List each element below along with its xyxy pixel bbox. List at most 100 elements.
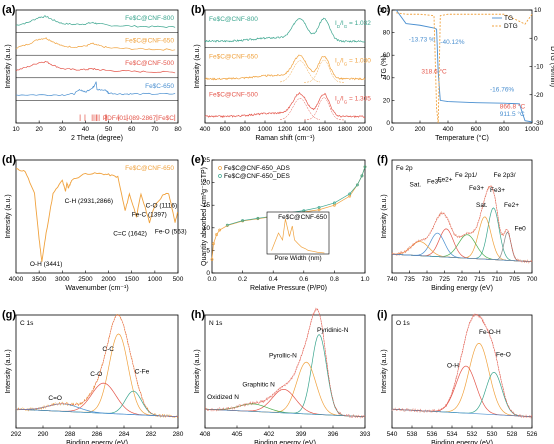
legend-entry: Fe$C@CNF-650 xyxy=(125,165,174,172)
annotation: Fe-C (1397) xyxy=(132,212,167,219)
panel-h: (h) 408 405 402 399 396 393 Binding energy (eV)… xyxy=(191,307,371,444)
x-tick-label: 540 xyxy=(387,431,398,438)
x-tick-label: 20 xyxy=(36,126,44,133)
ratio-sub2: G xyxy=(344,24,348,29)
y-axis-label: Intensity (a.u.) xyxy=(194,349,201,393)
ratio-den: /I xyxy=(340,95,344,102)
annotation: Graphitic N xyxy=(242,382,275,389)
ratio-sub: D xyxy=(337,24,341,29)
annotation: C-Fe xyxy=(135,368,150,375)
x-tick-label: 400 xyxy=(200,126,211,133)
panel-label: (i) xyxy=(377,309,388,321)
x-tick-label: 530 xyxy=(487,431,498,438)
x-tick-label: 500 xyxy=(173,276,184,283)
x-axis-label: Relative Pressure (P/P0) xyxy=(250,285,327,292)
x-tick-label: 1500 xyxy=(124,276,139,283)
inset-frame xyxy=(266,211,330,255)
x-axis-label: 2 Theta (degree) xyxy=(71,135,123,142)
panel-label: (b) xyxy=(191,4,205,16)
fit-component xyxy=(204,334,366,418)
x-tick-label: 200 xyxy=(415,126,426,133)
legend-entry: Fe$C@CNF-500 xyxy=(209,91,258,98)
x-tick-label: 800 xyxy=(499,126,510,133)
x-tick-label: 735 xyxy=(404,276,415,283)
raw-data xyxy=(391,312,533,420)
annotation: Fe 2p3/ xyxy=(494,172,516,179)
envelope xyxy=(204,308,366,417)
y-right-tick-label: -10 xyxy=(534,64,544,71)
y-axis-label: Intensity (a.u.) xyxy=(194,44,201,88)
x-tick-label: 280 xyxy=(173,431,184,438)
data-point xyxy=(355,183,359,187)
legend-entry: Fe$C@CNF-800 xyxy=(125,15,174,22)
y-right-axis-label: DTG (%/min) xyxy=(549,46,554,87)
data-point xyxy=(212,242,215,246)
annotation: O-H xyxy=(447,363,459,370)
panel-label: (g) xyxy=(2,309,16,321)
panel-b: (b) 400 600 800 1000 1200 1400 1600 1800 2000 Rama… xyxy=(191,4,373,142)
x-tick-label: 10 xyxy=(12,126,20,133)
panel-label: (a) xyxy=(2,4,16,16)
inset-xlabel: Pore Width (nm) xyxy=(274,255,321,262)
y-tick-label: 20 xyxy=(203,180,211,187)
annotation: Fe0 xyxy=(515,226,527,233)
y-tick-label: 100 xyxy=(379,7,390,14)
annotation: C=C (1642) xyxy=(113,231,147,238)
x-tick-label: 534 xyxy=(447,431,458,438)
panel-g: (g) 292 290 288 286 284 282 280 Binding energy (… xyxy=(2,309,184,444)
series-line xyxy=(204,17,366,43)
x-tick-label: 3500 xyxy=(32,276,47,283)
annotation: Sat. xyxy=(476,202,488,209)
envelope xyxy=(391,185,533,262)
panel-e: (e) 0.0 0.2 0.4 0.6 0.8 1.0 Relative Pressure (… xyxy=(191,154,370,292)
ratio-value: = 1.305 xyxy=(347,95,371,102)
y-tick-label: 60 xyxy=(383,52,391,59)
baseline xyxy=(15,408,179,417)
baseline xyxy=(204,408,366,417)
series-line xyxy=(15,81,176,97)
legend-entry: Fe$C@CNF-800 xyxy=(209,16,258,23)
x-tick-label: 286 xyxy=(92,431,103,438)
ratio-sub2: G xyxy=(344,61,348,66)
x-tick-label: 282 xyxy=(146,431,157,438)
panel-f: (f) 740 735 730 725 720 715 710 705 700 Binding en… xyxy=(377,154,538,292)
annotation: Fe-O xyxy=(496,351,511,358)
undefined-frame xyxy=(204,314,366,429)
y-tick-label: 0 xyxy=(206,270,210,277)
x-tick-label: 705 xyxy=(509,276,520,283)
y-tick-label: 10 xyxy=(203,225,211,232)
x-tick-label: 700 xyxy=(527,276,538,283)
x-tick-label: 1000 xyxy=(148,276,163,283)
y-tick-label: 5 xyxy=(206,247,210,254)
x-tick-label: 1200 xyxy=(278,126,293,133)
x-tick-label: 725 xyxy=(439,276,450,283)
y-tick-label: 15 xyxy=(203,202,211,209)
x-tick-label: 720 xyxy=(457,276,468,283)
ratio-label: ID/IG = 1.305 xyxy=(335,95,371,104)
x-axis-label: Raman shift (cm⁻¹) xyxy=(255,135,314,142)
legend-entry: Fe$C@CNF-650 xyxy=(125,38,174,45)
y-tick-label: 80 xyxy=(383,30,391,37)
y-tick-label: 0 xyxy=(386,120,390,127)
x-tick-label: 730 xyxy=(422,276,433,283)
data-point xyxy=(218,228,222,232)
x-tick-label: 70 xyxy=(151,126,159,133)
x-tick-label: 715 xyxy=(474,276,485,283)
spectrum-title: Fe 2p xyxy=(396,165,413,172)
ratio-symbol: I xyxy=(335,20,337,27)
ratio-den: /I xyxy=(340,20,344,27)
inset-line xyxy=(271,218,325,254)
annotation: 318.6 °C xyxy=(421,67,447,75)
x-tick-label: 2000 xyxy=(358,126,373,133)
data-point xyxy=(241,219,245,222)
data-point xyxy=(210,258,214,261)
x-tick-label: 0.8 xyxy=(330,276,339,283)
panel-label: (d) xyxy=(2,154,16,166)
x-tick-label: 400 xyxy=(443,126,454,133)
y-tick-label: 20 xyxy=(383,97,391,104)
x-axis-label: Binding energy (eV) xyxy=(254,440,316,444)
x-tick-label: 3000 xyxy=(55,276,70,283)
x-tick-label: 0.2 xyxy=(238,276,247,283)
